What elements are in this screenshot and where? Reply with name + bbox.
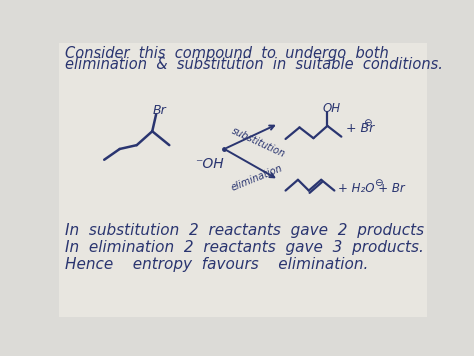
Text: ⁻OH: ⁻OH bbox=[195, 157, 224, 171]
Text: + H₂O + Br: + H₂O + Br bbox=[338, 182, 405, 195]
Text: ⊖: ⊖ bbox=[363, 118, 372, 128]
Text: + Br: + Br bbox=[346, 122, 374, 135]
Text: Br: Br bbox=[153, 104, 167, 117]
Text: OH: OH bbox=[323, 102, 341, 115]
Text: In  substitution  2  reactants  gave  2  products: In substitution 2 reactants gave 2 produ… bbox=[65, 223, 425, 238]
Text: elimination  &  substitution  in  suitable  conditions.: elimination & substitution in suitable c… bbox=[65, 57, 443, 72]
FancyBboxPatch shape bbox=[59, 43, 427, 317]
Text: substitution: substitution bbox=[230, 126, 287, 159]
Text: elimination: elimination bbox=[230, 164, 284, 193]
Text: In  elimination  2  reactants  gave  3  products.: In elimination 2 reactants gave 3 produc… bbox=[65, 240, 424, 255]
Text: Hence    entropy  favours    elimination.: Hence entropy favours elimination. bbox=[65, 257, 369, 272]
Text: ⊖: ⊖ bbox=[374, 178, 383, 188]
Text: Consider  this  compound  to  undergo  both: Consider this compound to undergo both bbox=[65, 46, 389, 61]
